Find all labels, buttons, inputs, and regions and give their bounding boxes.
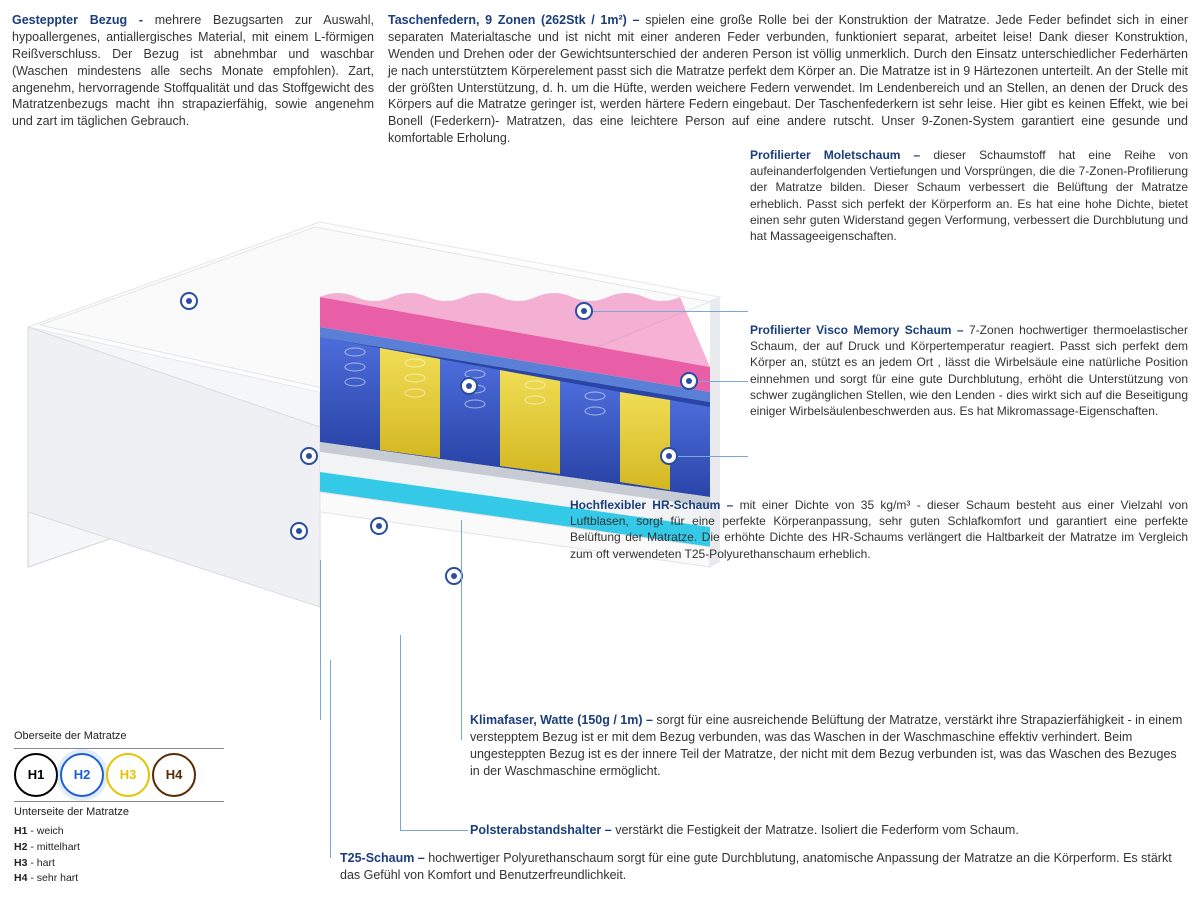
marker-polster: [370, 517, 388, 535]
klima-title: Klimafaser, Watte (150g / 1m) –: [470, 713, 656, 727]
t25-title: T25-Schaum –: [340, 851, 428, 865]
t25-body: hochwertiger Polyurethanschaum sorgt für…: [340, 851, 1172, 882]
vleader-t25: [330, 660, 331, 858]
marker-klima2: [300, 447, 318, 465]
leader-hr: [678, 456, 748, 457]
vleader-klima: [461, 520, 462, 740]
kv-h4-code: H4: [14, 872, 27, 884]
callout-hr: Hochflexibler HR-Schaum – mit einer Dich…: [570, 497, 1188, 562]
marker-visco: [680, 372, 698, 390]
vleader-polster: [400, 635, 401, 830]
hardness-legend: Oberseite der Matratze H1 H2 H3 H4 Unter…: [14, 729, 224, 887]
leader-molet: [593, 311, 748, 312]
hr-title: Hochflexibler HR-Schaum –: [570, 498, 740, 512]
callout-visco: Profilierter Visco Memory Schaum – 7-Zon…: [750, 322, 1188, 419]
callout-polster: Polsterabstandshalter – verstärkt die Fe…: [470, 822, 1188, 839]
vleader-polster-h: [400, 830, 468, 831]
legend-h4: H4: [152, 753, 196, 797]
legend-h2: H2: [60, 753, 104, 797]
visco-title: Profilierter Visco Memory Schaum –: [750, 323, 969, 337]
callout-molet: Profilierter Moletschaum – dieser Schaum…: [750, 147, 1188, 244]
polster-body: verstärkt die Festigkeit der Matratze. I…: [615, 823, 1019, 837]
legend-h3: H3: [106, 753, 150, 797]
polster-title: Polsterabstandshalter –: [470, 823, 615, 837]
kv-h4-label: sehr hart: [37, 872, 78, 884]
vleader-klima2: [320, 560, 321, 720]
springs-body: spielen eine große Rolle bei der Konstru…: [388, 13, 1188, 145]
visco-body: 7-Zonen hochwertiger thermoelastischer S…: [750, 323, 1188, 418]
springs-title: Taschenfedern, 9 Zonen (262Stk / 1m²) –: [388, 13, 645, 27]
kv-h1-code: H1: [14, 825, 27, 837]
molet-body: dieser Schaumstoff hat eine Reihe von au…: [750, 148, 1188, 243]
marker-hr: [660, 447, 678, 465]
legend-bottom-caption: Unterseite der Matratze: [14, 801, 224, 820]
cover-title: Gesteppter Bezug -: [12, 13, 155, 27]
callout-klima: Klimafaser, Watte (150g / 1m) – sorgt fü…: [470, 712, 1188, 780]
kv-h2-code: H2: [14, 841, 27, 853]
kv-h3-label: hart: [37, 857, 55, 869]
marker-cover: [180, 292, 198, 310]
molet-title: Profilierter Moletschaum –: [750, 148, 933, 162]
legend-top-caption: Oberseite der Matratze: [14, 729, 224, 744]
section-springs: Taschenfedern, 9 Zonen (262Stk / 1m²) – …: [388, 12, 1188, 147]
section-cover: Gesteppter Bezug - mehrere Bezugsarten z…: [12, 12, 374, 147]
diagram-area: Profilierter Moletschaum – dieser Schaum…: [0, 147, 1200, 627]
kv-h2-label: mittelhart: [37, 841, 80, 853]
legend-kv: H1 - weich H2 - mittelhart H3 - hart H4 …: [14, 824, 224, 887]
legend-h1: H1: [14, 753, 58, 797]
marker-klima: [290, 522, 308, 540]
callout-t25: T25-Schaum – hochwertiger Polyurethansch…: [340, 850, 1188, 884]
leader-visco: [698, 381, 748, 382]
marker-springs: [460, 377, 478, 395]
kv-h3-code: H3: [14, 857, 27, 869]
cover-body: mehrere Bezugsarten zur Auswahl, hypoall…: [12, 13, 374, 128]
marker-molet: [575, 302, 593, 320]
kv-h1-label: weich: [37, 825, 64, 837]
